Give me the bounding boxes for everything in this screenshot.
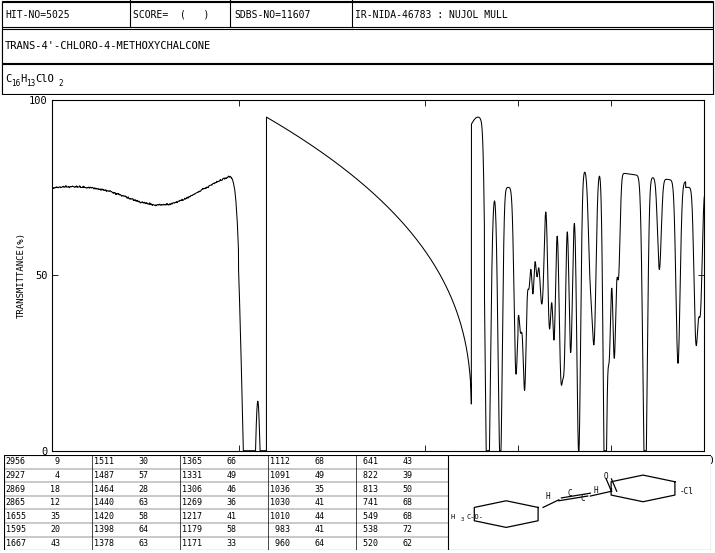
Text: 43: 43	[50, 539, 60, 548]
Text: 20: 20	[50, 525, 60, 534]
Text: 50: 50	[403, 484, 413, 494]
Text: 62: 62	[403, 539, 413, 548]
Text: 41: 41	[315, 525, 325, 534]
Text: 4: 4	[50, 471, 60, 480]
Text: 1112: 1112	[270, 457, 290, 466]
Bar	[2, 2, 713, 27]
Text: 983: 983	[270, 525, 290, 534]
Text: IR-NIDA-46783 : NUJOL MULL: IR-NIDA-46783 : NUJOL MULL	[355, 9, 508, 19]
Text: 1030: 1030	[270, 498, 290, 507]
Text: H: H	[546, 492, 551, 500]
Text: 35: 35	[50, 512, 60, 521]
Text: 1179: 1179	[182, 525, 202, 534]
Text: 57: 57	[138, 471, 148, 480]
Text: 58: 58	[227, 525, 237, 534]
Text: 41: 41	[227, 512, 237, 521]
Text: SCORE=  (   ): SCORE= ( )	[133, 9, 209, 19]
Text: 2865: 2865	[6, 498, 26, 507]
Text: 1378: 1378	[94, 539, 114, 548]
Text: 2: 2	[58, 79, 63, 87]
Text: 1511: 1511	[94, 457, 114, 466]
Text: 1667: 1667	[6, 539, 26, 548]
Text: 1091: 1091	[270, 471, 290, 480]
Text: C: C	[567, 489, 572, 498]
Text: -Cl: -Cl	[680, 487, 694, 495]
Text: 41: 41	[315, 498, 325, 507]
Text: 36: 36	[227, 498, 237, 507]
Text: 1464: 1464	[94, 484, 114, 494]
Text: C-O-: C-O-	[467, 514, 484, 520]
Bar	[2, 29, 713, 63]
Text: 741: 741	[358, 498, 378, 507]
Text: 64: 64	[138, 525, 148, 534]
Text: 9: 9	[50, 457, 60, 466]
Text: 1365: 1365	[182, 457, 202, 466]
Text: 13: 13	[26, 79, 35, 87]
Text: 822: 822	[358, 471, 378, 480]
Text: 39: 39	[403, 471, 413, 480]
Text: 16: 16	[11, 79, 20, 87]
Text: 1331: 1331	[182, 471, 202, 480]
Text: 1171: 1171	[182, 539, 202, 548]
Text: 549: 549	[358, 512, 378, 521]
Text: H: H	[20, 74, 26, 84]
Y-axis label: TRANSMITTANCE(%): TRANSMITTANCE(%)	[17, 232, 26, 318]
Text: 1398: 1398	[94, 525, 114, 534]
Text: 64: 64	[315, 539, 325, 548]
Text: 44: 44	[315, 512, 325, 521]
Text: 1036: 1036	[270, 484, 290, 494]
Text: 1269: 1269	[182, 498, 202, 507]
Text: 1595: 1595	[6, 525, 26, 534]
Text: 1487: 1487	[94, 471, 114, 480]
Text: 960: 960	[270, 539, 290, 548]
Text: 12: 12	[50, 498, 60, 507]
Text: 63: 63	[138, 539, 148, 548]
Text: 33: 33	[227, 539, 237, 548]
Text: SDBS-NO=11607: SDBS-NO=11607	[234, 9, 310, 19]
Text: 35: 35	[315, 484, 325, 494]
Text: 58: 58	[138, 512, 148, 521]
Text: 641: 641	[358, 457, 378, 466]
Text: 813: 813	[358, 484, 378, 494]
Text: 1440: 1440	[94, 498, 114, 507]
Text: 1420: 1420	[94, 512, 114, 521]
X-axis label: WAVENUMBER(-1): WAVENUMBER(-1)	[335, 468, 422, 478]
Text: 2956: 2956	[6, 457, 26, 466]
Text: H: H	[451, 514, 455, 520]
Text: 72: 72	[403, 525, 413, 534]
Text: ClO: ClO	[35, 74, 54, 84]
Text: 66: 66	[227, 457, 237, 466]
Text: 2927: 2927	[6, 471, 26, 480]
Text: 18: 18	[50, 484, 60, 494]
Text: TRANS-4'-CHLORO-4-METHOXYCHALCONE: TRANS-4'-CHLORO-4-METHOXYCHALCONE	[5, 41, 211, 51]
Text: 28: 28	[138, 484, 148, 494]
Text: 30: 30	[138, 457, 148, 466]
Text: 68: 68	[315, 457, 325, 466]
Text: 3: 3	[460, 517, 463, 522]
Text: 2869: 2869	[6, 484, 26, 494]
Text: 43: 43	[403, 457, 413, 466]
Text: 1217: 1217	[182, 512, 202, 521]
Text: 68: 68	[403, 498, 413, 507]
Bar	[2, 64, 713, 94]
Text: 1306: 1306	[182, 484, 202, 494]
Text: HIT-NO=5025: HIT-NO=5025	[5, 9, 69, 19]
Text: H: H	[593, 486, 598, 495]
Text: 46: 46	[227, 484, 237, 494]
Text: C: C	[5, 74, 11, 84]
Text: C: C	[580, 494, 585, 503]
Text: 63: 63	[138, 498, 148, 507]
Text: 68: 68	[403, 512, 413, 521]
Text: O: O	[604, 472, 608, 482]
Text: 538: 538	[358, 525, 378, 534]
Text: 49: 49	[315, 471, 325, 480]
Text: 49: 49	[227, 471, 237, 480]
Text: 520: 520	[358, 539, 378, 548]
Text: 1010: 1010	[270, 512, 290, 521]
Text: 1655: 1655	[6, 512, 26, 521]
